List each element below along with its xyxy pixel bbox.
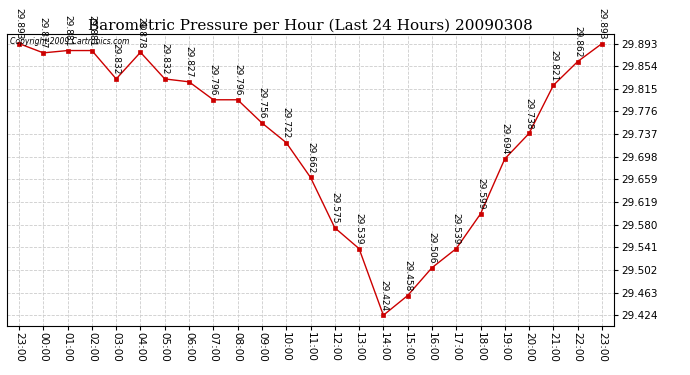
Text: 29.424: 29.424 xyxy=(379,280,388,311)
Text: Copyright 2009 Cartronics.com: Copyright 2009 Cartronics.com xyxy=(10,37,129,46)
Text: 29.821: 29.821 xyxy=(549,50,558,81)
Text: 29.832: 29.832 xyxy=(112,44,121,75)
Text: 29.662: 29.662 xyxy=(306,142,315,173)
Text: 29.878: 29.878 xyxy=(136,16,145,48)
Text: 29.694: 29.694 xyxy=(500,123,509,155)
Text: 29.539: 29.539 xyxy=(355,213,364,244)
Text: 29.539: 29.539 xyxy=(452,213,461,244)
Title: Barometric Pressure per Hour (Last 24 Hours) 20090308: Barometric Pressure per Hour (Last 24 Ho… xyxy=(88,18,533,33)
Text: 29.722: 29.722 xyxy=(282,107,290,138)
Text: 29.827: 29.827 xyxy=(184,46,194,78)
Text: 29.506: 29.506 xyxy=(427,232,437,264)
Text: 29.458: 29.458 xyxy=(403,260,412,291)
Text: 29.575: 29.575 xyxy=(331,192,339,224)
Text: 29.796: 29.796 xyxy=(209,64,218,96)
Text: 29.756: 29.756 xyxy=(257,87,266,119)
Text: 29.599: 29.599 xyxy=(476,178,485,210)
Text: 29.862: 29.862 xyxy=(573,26,582,57)
Text: 29.893: 29.893 xyxy=(598,8,607,39)
Text: 29.832: 29.832 xyxy=(160,44,169,75)
Text: 29.893: 29.893 xyxy=(14,8,23,39)
Text: 29.881: 29.881 xyxy=(88,15,97,46)
Text: 29.738: 29.738 xyxy=(524,98,533,129)
Text: 29.877: 29.877 xyxy=(39,17,48,49)
Text: 29.796: 29.796 xyxy=(233,64,242,96)
Text: 29.881: 29.881 xyxy=(63,15,72,46)
